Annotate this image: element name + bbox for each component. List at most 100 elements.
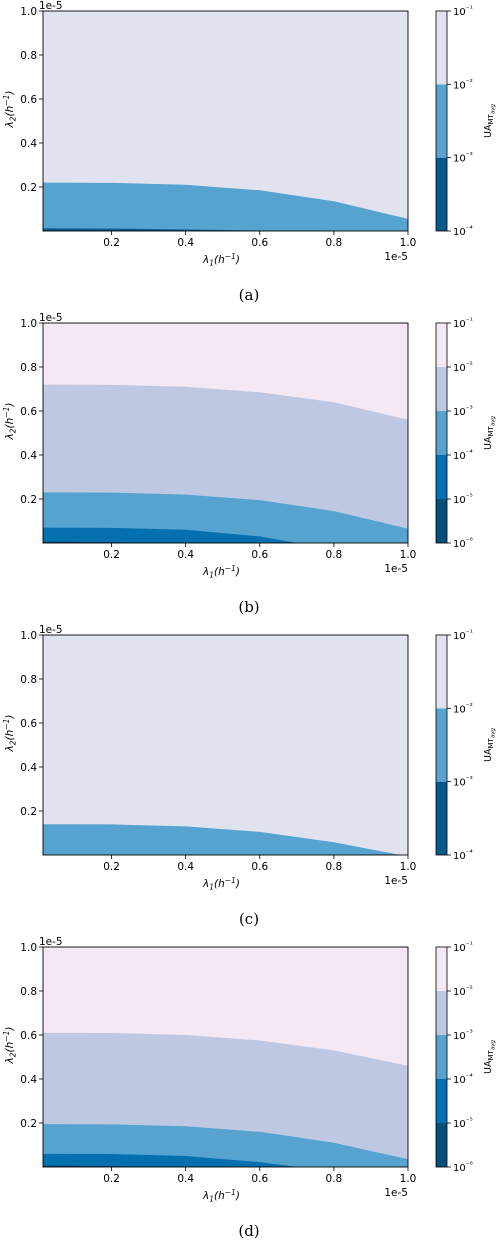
contour-band-top [43,635,408,855]
colorbar-segment [436,1079,447,1123]
y-tick-label: 1.0 [20,6,37,18]
x-offset-label: 1e-5 [384,875,408,887]
colorbar-label: UAMTavg [483,728,497,762]
colorbar-tick-label: 10⁻³ [453,775,473,789]
y-tick-label: 0.4 [20,1074,37,1086]
colorbar-tick-label: 10⁻¹ [453,4,473,18]
y-offset-label: 1e-5 [39,624,63,636]
chart-panel-c: 0.2 0.4 0.6 0.8 1.00.20.40.60.81.0 1e-51e-5λ1… [2,624,497,928]
y-axis-label: λ2(h−1) [2,715,18,753]
x-axis-label: λ1(h−1) [202,876,240,892]
y-tick-label: 0.6 [20,718,37,730]
colorbar: 10⁻⁴ 10⁻³ 10⁻² 10⁻¹ UAMTavg [435,628,497,862]
x-tick-label: 0.8 [326,1173,343,1185]
colorbar-segment [436,455,447,499]
colorbar-frame [435,322,448,544]
colorbar-segment [436,947,447,991]
x-axis-label: λ1(h−1) [202,564,240,580]
colorbar-segment [436,11,447,85]
y-axis-label: λ2(h−1) [2,403,18,441]
y-tick-label: 0.6 [20,94,37,106]
x-tick-label: 1.0 [400,237,417,249]
y-axis-label: λ2(h−1) [2,91,18,129]
x-tick-label: 1.0 [400,549,417,561]
x-tick-label: 0.2 [103,237,120,249]
x-offset-label: 1e-5 [384,1187,408,1199]
colorbar: 10⁻⁶ 10⁻⁵ 10⁻⁴ 10⁻³ 10⁻² 10⁻¹ UAMTavg [435,940,497,1174]
x-tick-label: 0.4 [177,549,194,561]
x-tick-label: 0.8 [326,237,343,249]
colorbar-tick-label: 10⁻⁶ [453,1160,473,1174]
y-offset-label: 1e-5 [39,0,63,12]
contour-plot-area [43,11,408,231]
colorbar-tick-label: 10⁻¹ [453,940,473,954]
panel-caption: (b) [238,598,259,616]
plot-frame [42,322,409,544]
colorbar-segment [436,84,447,158]
chart-panel-b: 0.2 0.4 0.6 0.8 1.00.20.40.60.81.0 1e-51e-5λ1… [2,312,497,616]
colorbar-segment [436,635,447,709]
y-offset-label: 1e-5 [39,936,63,948]
colorbar-segment [436,1123,447,1167]
colorbar-frame [435,634,448,856]
colorbar-segment [436,157,447,231]
y-tick-label: 0.2 [20,182,37,194]
colorbar-tick-label: 10⁻⁵ [453,492,473,506]
contour-band-2 [43,228,334,231]
colorbar-tick-label: 10⁻³ [453,151,473,165]
colorbar-segment [436,499,447,543]
colorbar-tick-label: 10⁻⁴ [453,848,473,862]
colorbar-tick-label: 10⁻⁵ [453,1116,473,1130]
plot-frame [42,10,409,232]
colorbar-tick-label: 10⁻³ [453,1028,473,1042]
y-tick-label: 0.8 [20,50,37,62]
x-tick-label: 0.8 [326,861,343,873]
colorbar-tick-label: 10⁻² [453,360,473,374]
contour-plot-area [43,635,408,855]
x-tick-label: 1.0 [400,861,417,873]
colorbar-tick-label: 10⁻² [453,984,473,998]
y-tick-label: 1.0 [20,318,37,330]
x-axis-label: λ1(h−1) [202,1188,240,1204]
x-tick-label: 0.4 [177,1173,194,1185]
y-tick-label: 0.8 [20,362,37,374]
x-offset-label: 1e-5 [384,563,408,575]
colorbar-segment [436,708,447,782]
y-tick-label: 0.2 [20,806,37,818]
x-tick-label: 0.4 [177,237,194,249]
contour-band-3 [43,527,297,543]
colorbar-segment [436,781,447,855]
contour-band-1 [43,182,408,231]
colorbar-tick-label: 10⁻³ [453,404,473,418]
y-tick-label: 0.8 [20,674,37,686]
colorbar-label: UAMTavg [483,104,497,138]
x-tick-label: 0.6 [251,237,268,249]
colorbar-segment [436,367,447,411]
colorbar-label: UAMTavg [483,416,497,450]
colorbar: 10⁻⁴ 10⁻³ 10⁻² 10⁻¹ UAMTavg [435,4,497,238]
chart-panel-a: 0.2 0.4 0.6 0.8 1.00.20.40.60.81.0 1e-51e-5λ1… [2,0,497,304]
x-tick-label: 0.8 [326,549,343,561]
x-tick-label: 0.2 [103,1173,120,1185]
y-tick-label: 0.6 [20,406,37,418]
y-tick-label: 0.4 [20,762,37,774]
y-tick-label: 0.2 [20,494,37,506]
colorbar-segment [436,991,447,1035]
colorbar-tick-label: 10⁻⁴ [453,1072,473,1086]
colorbar-tick-label: 10⁻⁴ [453,448,473,462]
contour-band-3 [43,1153,297,1167]
x-tick-label: 0.6 [251,549,268,561]
x-tick-label: 0.6 [251,1173,268,1185]
colorbar-tick-label: 10⁻¹ [453,316,473,330]
x-tick-label: 0.4 [177,861,194,873]
x-tick-label: 0.2 [103,549,120,561]
colorbar-segment [436,1035,447,1079]
y-tick-label: 1.0 [20,942,37,954]
x-axis-label: λ1(h−1) [202,252,240,268]
colorbar-label: UAMTavg [483,1040,497,1074]
panel-caption: (d) [238,1222,259,1240]
plot-frame [42,634,409,856]
colorbar-frame [435,10,448,232]
